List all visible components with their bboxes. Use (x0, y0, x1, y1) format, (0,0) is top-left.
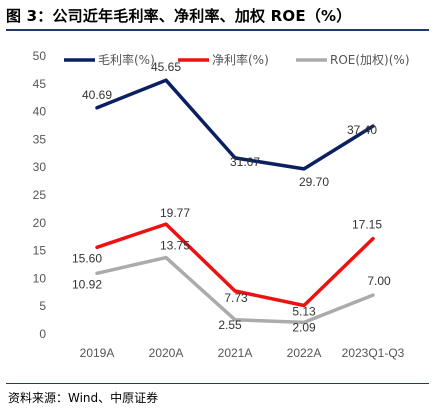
legend-label: ROE(加权)(%) (330, 53, 410, 67)
data-label: 7.00 (367, 274, 391, 288)
y-tick-label: 0 (39, 327, 46, 341)
data-label: 5.13 (292, 304, 316, 318)
data-label: 45.65 (151, 60, 181, 74)
legend-label: 净利率(%) (212, 52, 269, 67)
legend-label: 毛利率(%) (98, 52, 155, 67)
data-label: 37.40 (347, 123, 377, 137)
data-labels: 40.69 45.65 31.67 29.70 37.40 15.60 19.77 7.73 5… (72, 60, 391, 334)
data-label: 10.92 (72, 277, 102, 291)
series-line (95, 255, 375, 325)
x-tick-label: 2019A (80, 346, 115, 360)
data-label: 31.67 (230, 155, 260, 169)
data-label: 29.70 (299, 175, 329, 189)
y-tick-label: 10 (33, 271, 47, 285)
data-label: 19.77 (160, 206, 190, 220)
x-tick-label: 2020A (149, 346, 184, 360)
data-label: 13.75 (160, 239, 190, 253)
y-axis: 0 5 10 15 20 25 30 35 40 45 50 (33, 49, 47, 341)
source-note: 资料来源：Wind、中原证券 (8, 391, 159, 405)
y-tick-label: 20 (33, 216, 47, 230)
data-label: 40.69 (82, 88, 112, 102)
figure-title: 图 3：公司近年毛利率、净利率、加权 ROE（%） (6, 7, 352, 25)
x-tick-label: 2021A (218, 346, 253, 360)
y-tick-label: 30 (33, 160, 47, 174)
y-tick-label: 15 (33, 244, 47, 258)
legend: 毛利率(%) 净利率(%) ROE(加权)(%) (64, 52, 410, 67)
y-tick-label: 45 (33, 77, 47, 91)
data-label: 15.60 (72, 251, 102, 265)
data-label: 7.73 (224, 291, 248, 305)
data-label: 17.15 (352, 218, 382, 232)
series-line (95, 222, 375, 308)
y-tick-label: 50 (33, 49, 47, 63)
x-axis: 2019A 2020A 2021A 2022A 2023Q1-Q3 (80, 346, 405, 360)
line-chart: 0 5 10 15 20 25 30 35 40 45 50 2019A 2020A 2021A 2022… (33, 49, 410, 360)
y-tick-label: 5 (39, 299, 46, 313)
y-tick-label: 25 (33, 188, 47, 202)
data-label: 2.55 (218, 318, 242, 332)
y-tick-label: 40 (33, 105, 47, 119)
x-tick-label: 2022A (287, 346, 322, 360)
data-label: 2.09 (292, 320, 316, 334)
y-tick-label: 35 (33, 132, 47, 146)
series-lines (95, 78, 375, 325)
series-line (95, 78, 375, 171)
source-rule (6, 383, 429, 384)
title-rule (6, 29, 429, 31)
x-tick-label: 2023Q1-Q3 (342, 346, 405, 360)
